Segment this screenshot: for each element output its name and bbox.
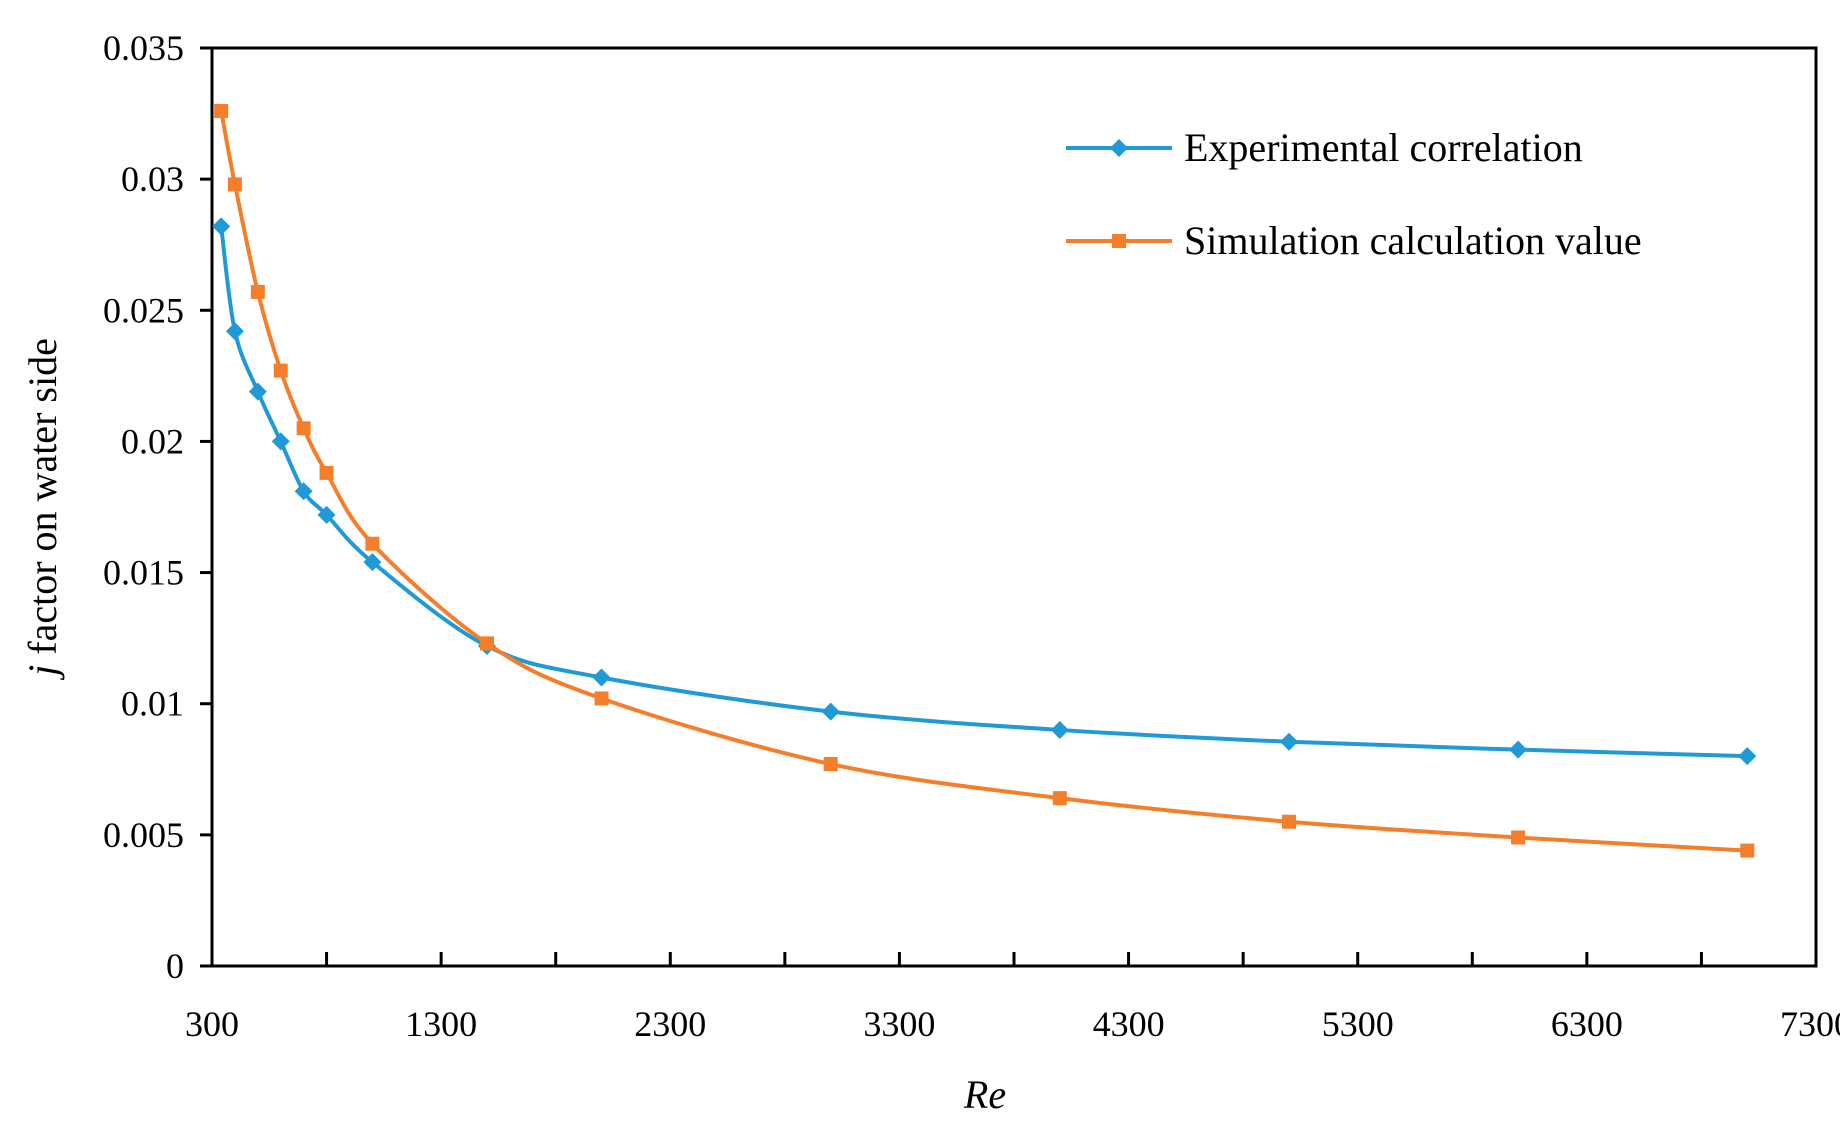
data-point <box>479 636 494 651</box>
series-simulation-calculation-value <box>214 103 1755 858</box>
series-line <box>219 110 1748 853</box>
data-point <box>823 757 838 772</box>
plot-frame <box>210 46 1818 968</box>
series-experimental-correlation <box>212 217 1757 766</box>
data-point <box>592 668 611 687</box>
x-axis-title: Re <box>963 1072 1006 1117</box>
y-tick-label: 0.025 <box>103 290 184 330</box>
data-point <box>212 217 231 236</box>
data-point <box>594 691 609 706</box>
legend-label-experimental: Experimental correlation <box>1184 125 1583 170</box>
data-point <box>365 536 380 551</box>
series-line <box>219 226 1748 759</box>
y-tick-label: 0.02 <box>121 421 184 461</box>
series-layer <box>212 103 1757 858</box>
data-point <box>1740 843 1755 858</box>
x-tick-label: 300 <box>185 1004 239 1044</box>
x-tick-label: 4300 <box>1093 1004 1165 1044</box>
y-tick-label: 0.035 <box>103 28 184 68</box>
y-tick-label: 0.01 <box>121 684 184 724</box>
legend: Experimental correlation Simulation calc… <box>1066 125 1642 263</box>
data-point <box>227 177 242 192</box>
data-point <box>296 421 311 436</box>
data-point <box>1738 747 1757 766</box>
legend-marker-simulation <box>1112 234 1126 248</box>
data-point <box>214 103 229 118</box>
y-tick-label: 0 <box>166 946 184 986</box>
x-tick-label: 3300 <box>863 1004 935 1044</box>
data-point <box>248 382 267 401</box>
data-point <box>1281 814 1296 829</box>
data-point <box>250 284 265 299</box>
y-axis-title-italic: j <box>20 665 65 681</box>
y-axis-title: j factor on water side <box>20 338 65 681</box>
y-axis-ticks: 0 0.005 0.01 0.015 0.02 0.025 0.03 0.035 <box>103 28 212 986</box>
data-point <box>294 482 313 501</box>
data-point <box>317 505 336 524</box>
legend-marker-experimental <box>1110 139 1128 157</box>
data-point <box>273 363 288 378</box>
x-tick-label: 2300 <box>634 1004 706 1044</box>
x-tick-label: 5300 <box>1322 1004 1394 1044</box>
y-tick-label: 0.03 <box>121 159 184 199</box>
y-axis-title-rest: factor on water side <box>20 338 65 665</box>
x-tick-label: 6300 <box>1551 1004 1623 1044</box>
data-point <box>1511 830 1526 845</box>
data-point <box>1052 791 1067 806</box>
x-tick-label: 1300 <box>405 1004 477 1044</box>
data-point <box>271 432 290 451</box>
data-point <box>1279 732 1298 751</box>
data-point <box>821 702 840 721</box>
legend-label-simulation: Simulation calculation value <box>1184 218 1642 263</box>
y-tick-label: 0.005 <box>103 815 184 855</box>
data-point <box>225 322 244 341</box>
data-point <box>1509 740 1528 759</box>
y-tick-label: 0.015 <box>103 553 184 593</box>
data-point <box>363 553 382 572</box>
data-point <box>319 465 334 480</box>
data-point <box>1050 720 1069 739</box>
